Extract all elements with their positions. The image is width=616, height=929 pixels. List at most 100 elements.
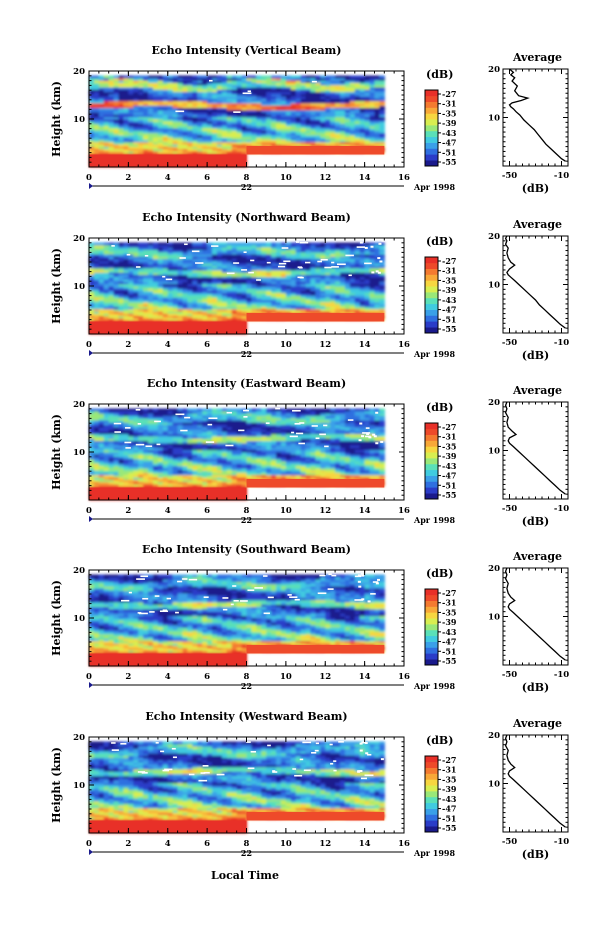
panel-title-1: Echo Intensity (Northward Beam) [142,211,351,224]
colorbar-tick-label: -55 [442,157,456,167]
day-label-1: 22 [241,349,252,359]
missing-data-4 [111,738,384,782]
profile-x-tick: -10 [554,670,569,680]
profile-frame [502,734,569,833]
colorbar-tick-label: -43 [442,627,457,637]
profile-frame [502,567,569,666]
missing-data-0 [175,79,317,113]
colorbar-tick-label: -31 [442,266,456,276]
x-tick-label: 14 [359,340,371,350]
colorbar-1: (dB) -27-31-35-39-43-47-51-55 [424,235,457,334]
profile-title: Average [512,218,562,231]
profile-line [508,68,566,162]
colorbar-tick-label: -35 [442,774,456,784]
colorbar-label: (dB) [426,68,453,81]
profile-x-label: (dB) [522,681,549,694]
y-tick-label: 10 [73,448,85,458]
colorbar-0: (dB) -27-31-35-39-43-47-51-55 [424,68,457,167]
y-tick-label: 20 [73,566,85,576]
panel-3: Echo Intensity (Southward Beam) 0 2 4 6 8 10 12… [50,543,569,694]
x-tick-label: 12 [319,839,331,849]
profile-x-tick: -10 [554,837,569,847]
colorbar-tick-label: -55 [442,823,456,833]
panel-2: Echo Intensity (Eastward Beam) 0 2 4 6 8 10 12 1… [50,377,569,528]
x-tick-label: 6 [204,839,210,849]
colorbar-tick-label: -51 [442,314,456,324]
x-tick-label: 2 [125,506,131,516]
colorbar-label: (dB) [426,401,453,414]
colorbar-tick-label: -35 [442,607,456,617]
profile-2: Average -50 -10 10 20 (dB) [488,384,569,528]
x-tick-label: 14 [359,506,371,516]
colorbar-tick-label: -31 [442,598,456,608]
profile-x-tick: -10 [554,171,569,181]
x-tick-label: 0 [86,672,92,682]
x-axis-label: Local Time [211,869,279,882]
profile-y-tick: 20 [488,232,500,242]
profile-x-label: (dB) [522,515,549,528]
day-label-4: 22 [241,848,252,858]
x-tick-label: 16 [398,173,410,183]
profile-frame [502,68,569,167]
profile-0: Average -50 -10 10 20 (dB) [488,51,569,195]
colorbar-tick-label: -35 [442,441,456,451]
x-tick-label: 6 [204,506,210,516]
x-tick-label: 4 [165,173,171,183]
colorbar-tick-label: -27 [442,755,456,765]
colorbar-tick-label: -51 [442,646,456,656]
x-tick-label: 0 [86,839,92,849]
x-tick-label: 8 [244,173,250,183]
profile-frame [502,401,569,500]
colorbar-tick-label: -51 [442,813,456,823]
x-tick-label: 12 [319,173,331,183]
colorbar-tick-label: -43 [442,461,457,471]
profile-title: Average [512,550,562,563]
colorbar-tick-label: -55 [442,656,456,666]
date-label-0: Apr 1998 [413,182,456,192]
x-tick-label: 10 [280,839,292,849]
x-tick-label: 14 [359,839,371,849]
y-axis-label-4: Height (km) [50,747,63,823]
colorbar-tick-label: -43 [442,128,457,138]
x-tick-label: 12 [319,340,331,350]
x-tick-label: 2 [125,839,131,849]
panel-4: Echo Intensity (Westward Beam) 0 2 4 6 8 10 12 1… [50,710,569,861]
colorbar-tick-label: -39 [442,617,457,627]
x-tick-label: 4 [165,839,171,849]
profile-line [504,401,566,495]
x-tick-label: 4 [165,340,171,350]
colorbar-tick-label: -47 [442,637,456,647]
colorbar-tick-label: -35 [442,108,456,118]
y-tick-label: 10 [73,614,85,624]
day-label-0: 22 [241,182,252,192]
x-tick-label: 6 [204,173,210,183]
profile-title: Average [512,51,562,64]
colorbar-tick-label: -51 [442,147,456,157]
profile-y-tick: 10 [488,447,500,457]
x-tick-label: 16 [398,506,410,516]
panel-1: Echo Intensity (Northward Beam) 0 2 4 6 8 10 12… [50,211,569,362]
panel-title-3: Echo Intensity (Southward Beam) [142,543,351,556]
colorbar-tick-label: -55 [442,324,456,334]
colorbar-tick-label: -47 [442,305,456,315]
date-label-2: Apr 1998 [413,515,456,525]
date-label-1: Apr 1998 [413,349,456,359]
colorbar-tick-label: -27 [442,256,456,266]
profile-x-tick: -50 [502,670,517,680]
colorbar-tick-label: -27 [442,422,456,432]
x-tick-label: 0 [86,340,92,350]
y-axis-label-1: Height (km) [50,248,63,324]
colorbar-label: (dB) [426,235,453,248]
date-label-3: Apr 1998 [413,681,456,691]
colorbar-tick-label: -27 [442,89,456,99]
day-label-3: 22 [241,681,252,691]
y-axis-label-3: Height (km) [50,580,63,656]
x-tick-label: 2 [125,340,131,350]
x-tick-label: 8 [244,839,250,849]
x-tick-label: 10 [280,340,292,350]
colorbar-tick-label: -47 [442,471,456,481]
profile-y-tick: 20 [488,398,500,408]
panel-0: Echo Intensity (Vertical Beam) 0 2 4 6 8 10 12 1… [50,44,569,195]
colorbar-4: (dB) -27-31-35-39-43-47-51-55 [424,734,457,833]
x-tick-label: 16 [398,672,410,682]
